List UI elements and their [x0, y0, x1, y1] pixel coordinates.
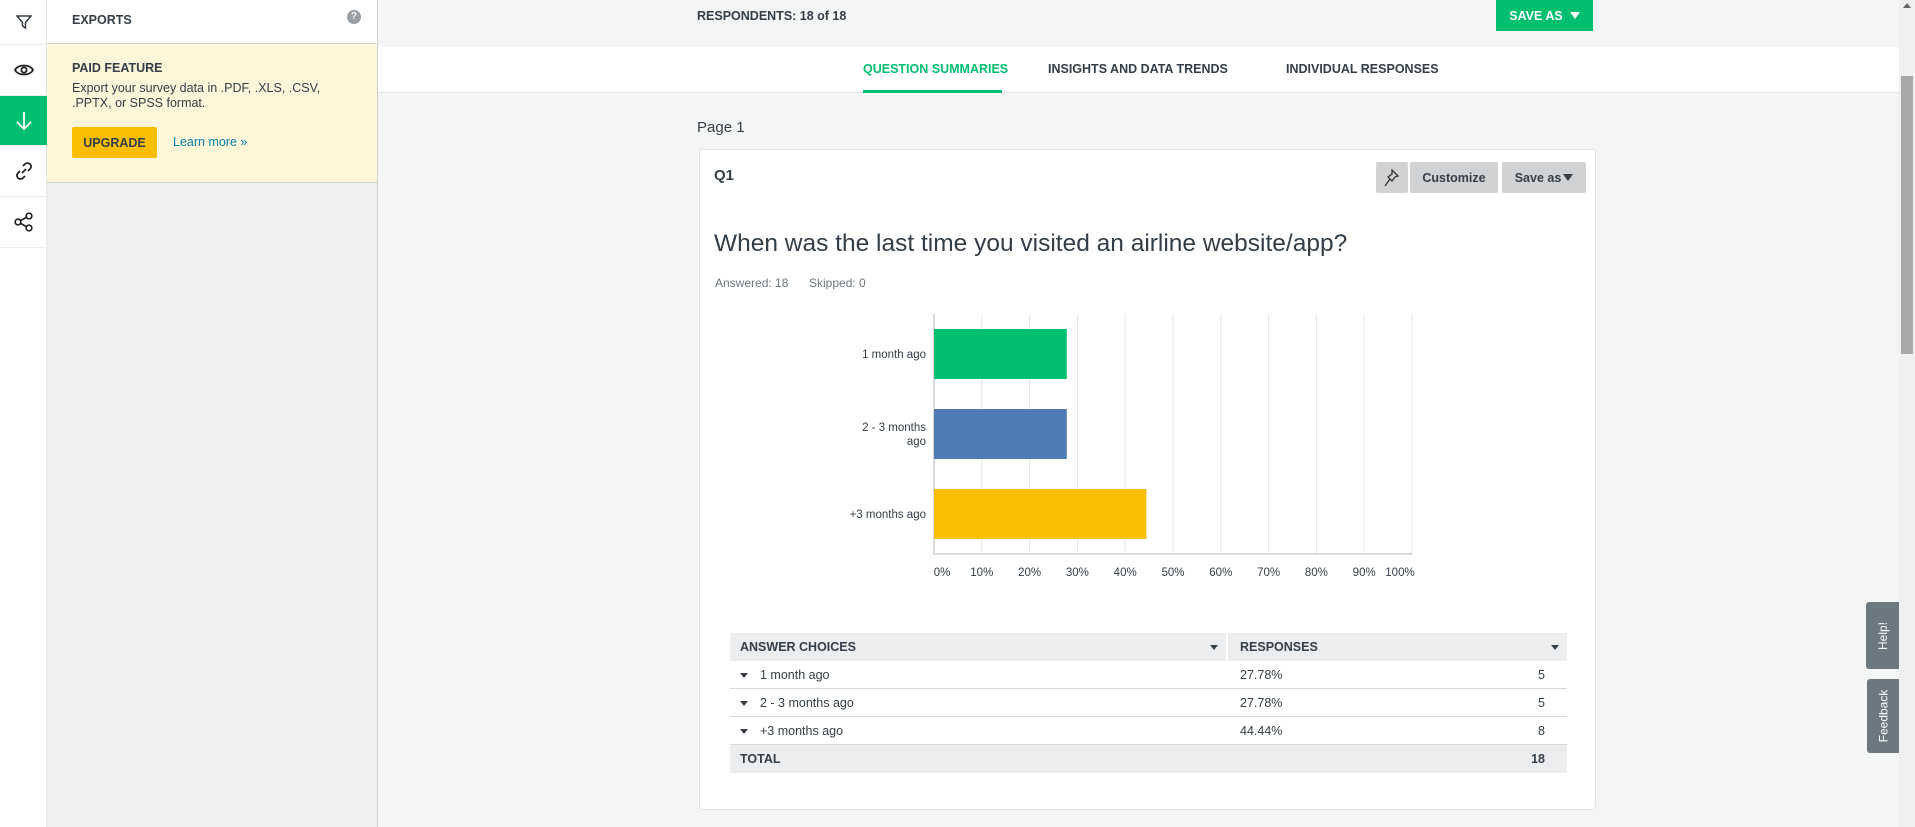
- x-tick-label: 40%: [1114, 567, 1137, 579]
- caret-down-icon: [1569, 12, 1580, 19]
- bar-chart: 0% 10% 20% 30% 40% 50% 60% 70% 80% 90% 100% 1 month…: [850, 314, 1415, 579]
- answered-count: Answered: 18: [715, 276, 789, 290]
- tab-question-summaries[interactable]: QUESTION SUMMARIES: [863, 47, 1008, 93]
- expand-caret-icon[interactable]: [740, 701, 748, 706]
- header-label: ANSWER CHOICES: [740, 640, 856, 654]
- x-tick-label: 70%: [1257, 567, 1280, 579]
- category-label: 2 - 3 months ago: [862, 422, 926, 448]
- response-percent: 27.78%: [1240, 695, 1283, 710]
- page-label: Page 1: [697, 119, 745, 136]
- feedback-tab[interactable]: Feedback: [1867, 679, 1900, 753]
- top-bar: RESPONDENTS: 18 of 18 SAVE AS: [378, 0, 1899, 47]
- scrollbar[interactable]: [1899, 0, 1915, 827]
- answer-choice: 1 month ago: [760, 667, 830, 682]
- help-label: Help!: [1875, 621, 1890, 650]
- scroll-up-icon[interactable]: [1903, 3, 1911, 8]
- save-as-button[interactable]: SAVE AS: [1496, 0, 1593, 31]
- category-label: 1 month ago: [862, 349, 926, 361]
- share-link-button[interactable]: [0, 146, 47, 197]
- share-icon: [13, 212, 33, 232]
- response-count: 5: [1538, 667, 1545, 682]
- answer-choices-header[interactable]: ANSWER CHOICES: [730, 633, 1228, 661]
- bar: [934, 489, 1147, 539]
- bar: [934, 329, 1067, 379]
- x-tick-label: 10%: [970, 567, 993, 579]
- response-count: 8: [1538, 723, 1545, 738]
- response-percent: 27.78%: [1240, 667, 1283, 682]
- answer-choice: 2 - 3 months ago: [760, 695, 854, 710]
- x-tick-label: 20%: [1018, 567, 1041, 579]
- save-as-label: Save as: [1514, 170, 1562, 185]
- tab-individual-responses[interactable]: INDIVIDUAL RESPONSES: [1286, 62, 1439, 76]
- answer-choice: +3 months ago: [760, 723, 844, 738]
- view-button[interactable]: [0, 45, 47, 96]
- x-tick-label: 100%: [1385, 567, 1414, 579]
- total-label: TOTAL: [740, 752, 781, 766]
- share-button[interactable]: [0, 197, 47, 248]
- paid-feature-notice: PAID FEATURE Export your survey data in …: [47, 44, 377, 183]
- question-number: Q1: [714, 167, 735, 184]
- filter-icon: [15, 15, 32, 30]
- response-percent: 44.44%: [1240, 723, 1283, 738]
- exports-title: EXPORTS: [72, 13, 132, 27]
- paid-text-line: Export your survey data in .PDF, .XLS, .…: [72, 81, 321, 95]
- tab-insights-and-data-trends[interactable]: INSIGHTS AND DATA TRENDS: [1048, 62, 1228, 76]
- x-tick-label: 60%: [1209, 567, 1232, 579]
- pin-icon: [1384, 168, 1400, 186]
- table-row: +3 months ago 44.44% 8: [730, 717, 1567, 745]
- table-row: 1 month ago 27.78% 5: [730, 661, 1567, 689]
- paid-feature-text: Export your survey data in .PDF, .XLS, .…: [72, 81, 320, 111]
- eye-icon: [13, 64, 34, 76]
- responses-header[interactable]: RESPONSES: [1230, 633, 1567, 661]
- table-row: 2 - 3 months ago 27.78% 5: [730, 689, 1567, 717]
- header-label: RESPONSES: [1240, 640, 1318, 654]
- upgrade-button[interactable]: UPGRADE: [72, 127, 157, 158]
- exports-button[interactable]: [0, 96, 47, 146]
- link-icon: [15, 162, 32, 180]
- bar: [934, 409, 1067, 459]
- table-header: ANSWER CHOICES RESPONSES: [730, 633, 1567, 661]
- question-card: Q1 Customize Save as When was the last t…: [699, 149, 1596, 810]
- x-tick-label: 50%: [1161, 567, 1184, 579]
- x-tick-label: 90%: [1353, 567, 1376, 579]
- question-text: When was the last time you visited an ai…: [714, 230, 1348, 257]
- response-count: 5: [1538, 695, 1545, 710]
- expand-caret-icon[interactable]: [740, 729, 748, 734]
- exports-panel: EXPORTS ? PAID FEATURE Export your surve…: [47, 0, 378, 827]
- feedback-label: Feedback: [1876, 689, 1891, 743]
- learn-more-link[interactable]: Learn more »: [173, 135, 248, 149]
- x-tick-label: 0%: [934, 567, 951, 579]
- skipped-count: Skipped: 0: [809, 276, 866, 290]
- icon-rail: [0, 0, 47, 827]
- caret-down-icon: [1563, 174, 1574, 181]
- expand-caret-icon[interactable]: [740, 673, 748, 678]
- table-total-row: TOTAL 18: [730, 745, 1567, 773]
- paid-feature-title: PAID FEATURE: [72, 61, 163, 75]
- respondents-count: RESPONDENTS: 18 of 18: [697, 9, 847, 23]
- x-tick-label: 80%: [1305, 567, 1328, 579]
- sort-caret-icon[interactable]: [1210, 645, 1218, 650]
- tab-bar: QUESTION SUMMARIES INSIGHTS AND DATA TRE…: [378, 47, 1899, 93]
- total-value: 18: [1531, 752, 1545, 766]
- pin-button[interactable]: [1376, 162, 1408, 193]
- help-icon[interactable]: ?: [347, 10, 361, 24]
- paid-text-line: .PPTX, or SPSS format.: [72, 96, 206, 110]
- filter-button[interactable]: [0, 0, 47, 45]
- x-tick-label: 30%: [1066, 567, 1089, 579]
- sort-caret-icon[interactable]: [1551, 645, 1559, 650]
- download-icon: [15, 111, 32, 130]
- question-save-as-button[interactable]: Save as: [1502, 162, 1586, 193]
- save-as-label: SAVE AS: [1509, 8, 1563, 23]
- customize-button[interactable]: Customize: [1410, 162, 1498, 193]
- scrollbar-thumb[interactable]: [1901, 76, 1913, 354]
- exports-header: EXPORTS ?: [47, 0, 377, 44]
- category-label: +3 months ago: [850, 509, 926, 521]
- answer-table: ANSWER CHOICES RESPONSES 1 month ago 27.…: [730, 633, 1567, 773]
- help-tab[interactable]: Help!: [1866, 602, 1900, 669]
